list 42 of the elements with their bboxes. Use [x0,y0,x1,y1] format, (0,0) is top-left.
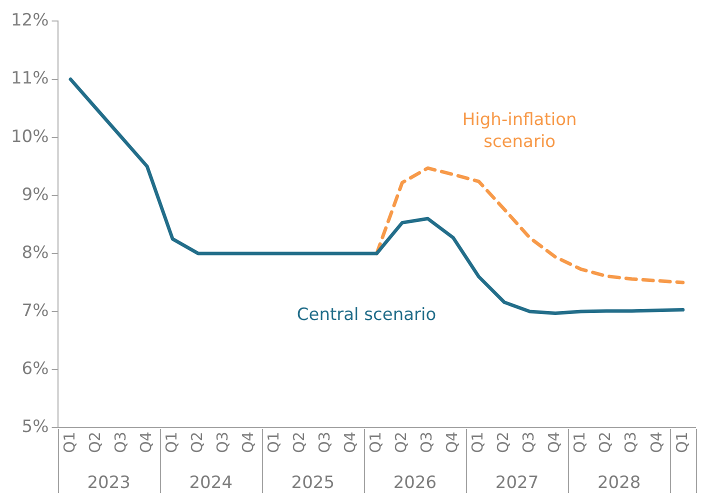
x-tick-label: Q1 [264,432,283,454]
y-tick-label: 11% [10,68,49,89]
y-tick-label: 12% [10,10,49,31]
series-label: High-inflation scenario [462,110,577,152]
x-tick-label: Q4 [647,432,666,454]
x-tick-label: Q2 [392,432,410,454]
x-tick-label: Q3 [520,432,538,454]
text: 2026 [393,472,437,493]
x-tick-label: Q4 [443,432,462,454]
line-series [374,166,685,284]
text: 2023 [87,472,130,493]
x-tick-label: Q3 [214,432,232,454]
x-tick-label: Q1 [162,432,180,454]
x-tick-label: Q4 [341,432,360,454]
y-tick-label: 9% [22,184,49,205]
x-tick-label: Q3 [418,432,436,454]
x-tick-label: Q1 [570,432,589,454]
x-tick-label: Q4 [239,432,258,454]
x-tick-label: Q1 [366,432,385,454]
text: 2025 [291,472,335,493]
y-tick-label: 5% [22,417,49,438]
y-tick-label: 7% [22,300,49,321]
text: 2027 [495,472,539,493]
x-tick-label: Q3 [316,432,334,454]
y-tick-label: 10% [10,126,49,147]
x-tick-label: Q4 [545,432,564,454]
x-tick-label: Q2 [290,432,308,454]
y-tick-label: 6% [22,359,49,380]
x-tick-label: Q2 [494,432,512,454]
x-tick-label: Q2 [596,432,614,454]
x-tick-label: Q3 [111,432,130,454]
x-tick-label: Q2 [188,432,206,454]
x-tick-label: Q1 [60,432,78,454]
x-tick-label: Q4 [136,432,155,454]
y-tick-label: 8% [22,242,49,263]
text: 2024 [189,472,232,493]
x-tick-label: Q2 [86,432,104,454]
text: Central scenario [296,305,436,326]
x-tick-label: Q1 [672,432,691,454]
x-tick-label: Q1 [468,432,487,454]
x-tick-label: Q3 [622,432,640,454]
text: 2028 [597,472,641,493]
